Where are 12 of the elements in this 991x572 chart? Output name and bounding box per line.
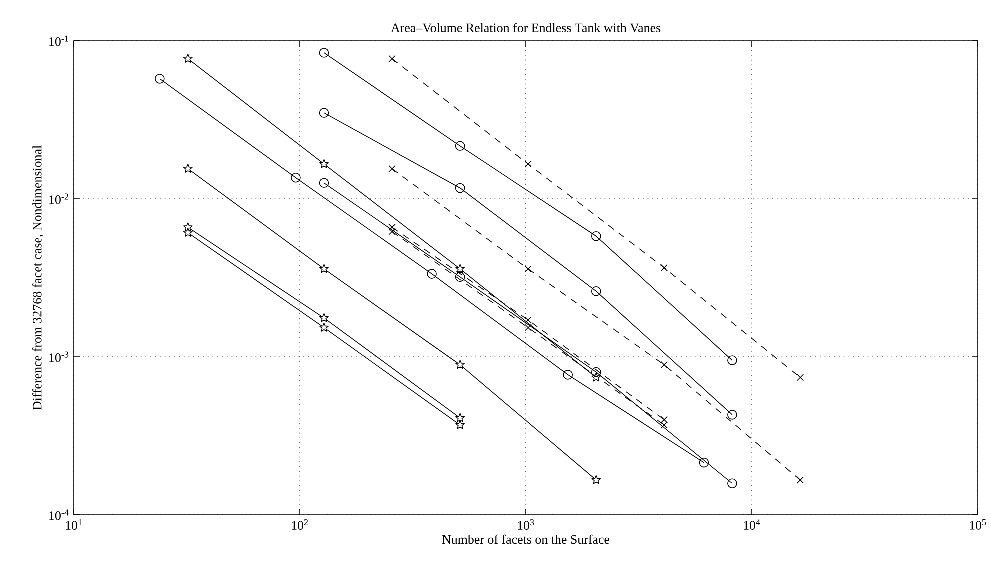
chart-title: Area–Volume Relation for Endless Tank with Vanes	[391, 23, 661, 33]
y-tick-label: 10$^{-4}$	[50, 510, 69, 520]
x-tick-label: 10$^{2}$	[292, 520, 308, 530]
y-tick-label: 10$^{-3}$	[50, 352, 69, 362]
x-tick-label: 10$^{4}$	[744, 520, 760, 530]
y-axis-title: Difference from 32768 facet case, Nondimensional	[32, 146, 44, 410]
x-axis-title: Number of facets on the Surface	[442, 534, 610, 544]
x-tick-label: 10$^{1}$	[66, 520, 82, 530]
x-tick-label: 10$^{5}$	[970, 520, 986, 530]
y-tick-label: 10$^{-2}$	[50, 194, 68, 204]
x-tick-label: 10$^{3}$	[518, 520, 534, 530]
y-tick-label: 10$^{-1}$	[50, 36, 68, 46]
